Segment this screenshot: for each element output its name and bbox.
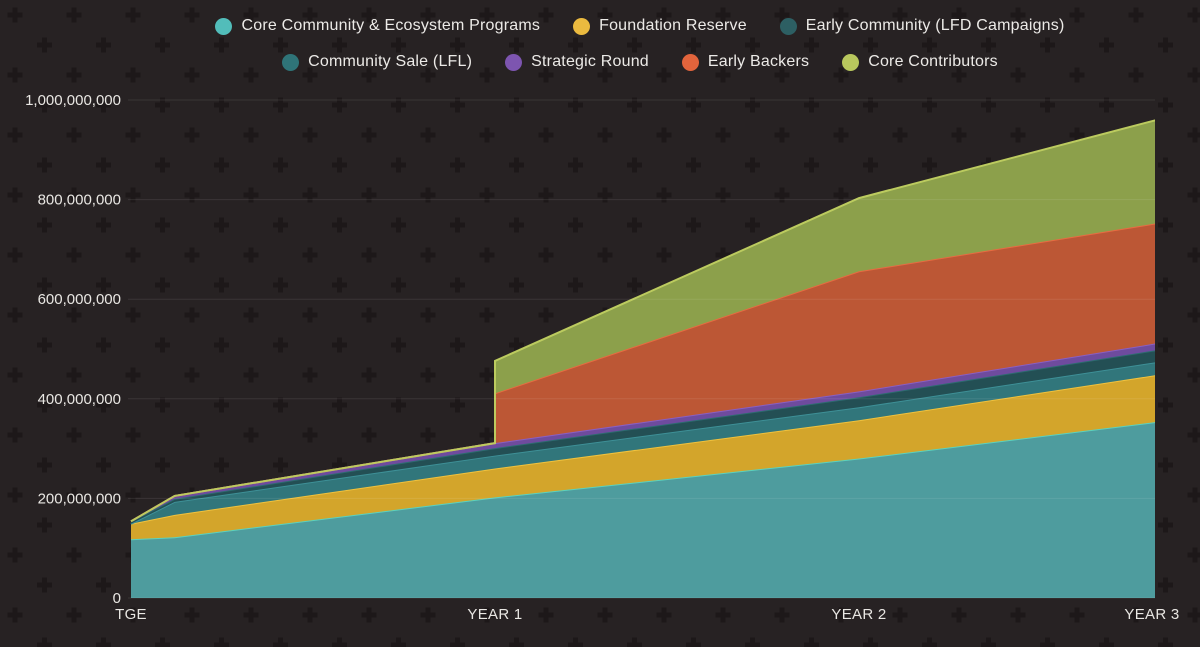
legend-item-foundation-reserve[interactable]: Foundation Reserve (573, 17, 747, 35)
legend-swatch-core-contributors-icon (842, 53, 860, 71)
legend-item-core-community[interactable]: Core Community & Ecosystem Programs (215, 17, 540, 35)
y-tick-label: 1,000,000,000 (25, 92, 121, 109)
legend-swatch-strategic-round-icon (505, 53, 523, 71)
legend-swatch-community-sale-icon (282, 53, 300, 71)
legend-label-foundation-reserve: Foundation Reserve (599, 17, 747, 34)
area-early_community (131, 350, 1155, 524)
area-early_backers (131, 223, 1155, 522)
legend-row-1: Core Community & Ecosystem Programs Foun… (215, 17, 1064, 35)
legend-swatch-early-community-icon (779, 17, 797, 35)
x-tick-label: YEAR 3 (1124, 606, 1179, 623)
y-tick-label: 400,000,000 (38, 391, 121, 408)
legend-item-core-contributors[interactable]: Core Contributors (842, 53, 998, 71)
area-topline-core_contributors (130, 119, 1155, 523)
x-axis-labels: TGE YEAR 1 YEAR 2 YEAR 3 (115, 606, 1179, 623)
y-axis-labels: 0 200,000,000 400,000,000 600,000,000 800,00… (25, 92, 121, 607)
chart-legend: Core Community & Ecosystem Programs Foun… (40, 17, 1200, 71)
y-tick-label: 200,000,000 (38, 490, 121, 507)
x-tick-label: TGE (115, 606, 147, 623)
y-tick-label: 600,000,000 (38, 291, 121, 308)
area-core_community (131, 422, 1155, 598)
legend-label-strategic-round: Strategic Round (531, 53, 649, 70)
legend-label-core-contributors: Core Contributors (868, 53, 998, 70)
y-tick-label: 0 (113, 590, 121, 607)
legend-swatch-core-community-icon (215, 17, 233, 35)
legend-item-early-community[interactable]: Early Community (LFD Campaigns) (779, 17, 1065, 35)
area-foundation_reserve (131, 375, 1155, 540)
legend-item-community-sale[interactable]: Community Sale (LFL) (282, 53, 472, 71)
legend-item-early-backers[interactable]: Early Backers (681, 53, 810, 71)
stacked-areas (130, 119, 1155, 598)
legend-row-2: Community Sale (LFL) Strategic Round Ear… (282, 53, 998, 71)
legend-label-early-community: Early Community (LFD Campaigns) (805, 17, 1065, 34)
legend-label-early-backers: Early Backers (707, 53, 810, 70)
legend-label-core-community: Core Community & Ecosystem Programs (241, 17, 541, 34)
area-strategic_round (131, 343, 1155, 522)
area-core_contributors (131, 120, 1155, 522)
gridlines (128, 99, 1155, 599)
legend-label-community-sale: Community Sale (LFL) (308, 53, 473, 70)
legend-item-strategic-round[interactable]: Strategic Round (505, 53, 649, 71)
x-tick-label: YEAR 2 (831, 606, 886, 623)
legend-swatch-foundation-reserve-icon (573, 17, 591, 35)
area-community_sale (131, 362, 1155, 524)
y-tick-label: 800,000,000 (38, 192, 121, 209)
x-tick-label: YEAR 1 (467, 606, 522, 623)
legend-swatch-early-backers-icon (681, 53, 699, 71)
